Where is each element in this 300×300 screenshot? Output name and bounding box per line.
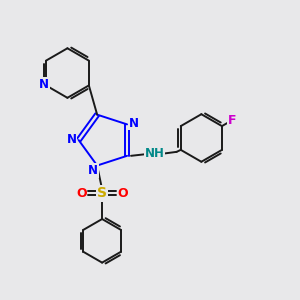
Text: N: N	[39, 78, 49, 91]
Text: O: O	[118, 187, 128, 200]
Text: NH: NH	[145, 147, 165, 160]
Text: N: N	[67, 133, 77, 146]
Text: N: N	[88, 164, 98, 177]
Text: N: N	[129, 117, 139, 130]
Text: S: S	[97, 186, 107, 200]
Text: O: O	[76, 187, 87, 200]
Text: F: F	[228, 114, 236, 127]
